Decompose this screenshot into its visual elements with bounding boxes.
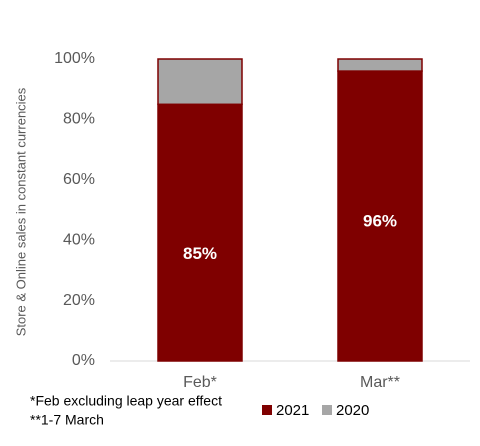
bar-segment [157,58,243,106]
bar-segment [157,103,243,362]
y-tick-label: 100% [54,50,95,67]
value-label: 96% [363,212,397,231]
bar-segment [337,58,423,72]
legend-swatch [262,405,272,415]
y-axis-label: Store & Online sales in constant currenc… [13,87,28,336]
value-label: 85% [183,244,217,263]
y-tick-label: 80% [63,111,95,128]
x-tick-label: Mar** [360,374,400,391]
legend-label: 2021 [276,402,309,419]
legend-swatch [322,405,332,415]
y-tick-label: 60% [63,171,95,188]
footnote: **1-7 March [30,412,104,428]
y-tick-label: 20% [63,292,95,309]
x-tick-label: Feb* [183,374,217,391]
y-tick-label: 40% [63,231,95,248]
legend-label: 2020 [336,402,369,419]
footnote: *Feb excluding leap year effect [30,393,222,409]
y-tick-label: 0% [72,352,95,369]
bar-segment [337,70,423,362]
